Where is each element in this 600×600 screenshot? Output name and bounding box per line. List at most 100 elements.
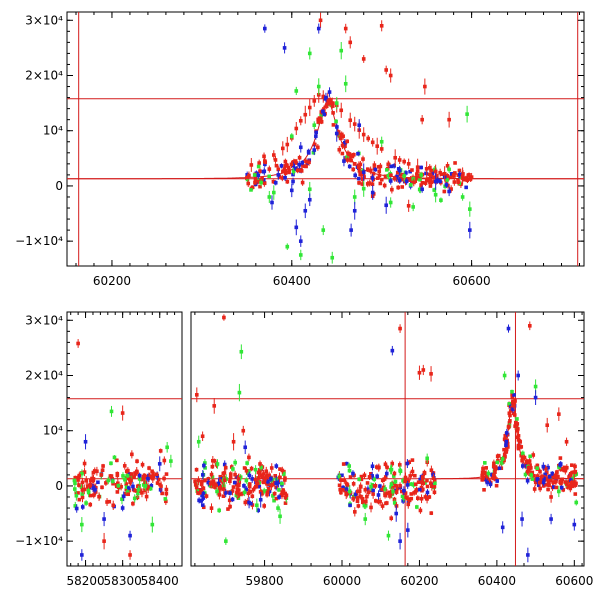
bottom-baseline-point [234,493,239,498]
top-data-point-green [334,101,339,105]
bottom-data-point-red [429,372,433,376]
bottom-baseline-point [124,487,129,492]
bottom-event-point [558,479,563,484]
bottom-event-point [504,447,509,452]
top-data-point-red [339,108,344,113]
bottom-baseline-point [429,481,433,485]
bottom-baseline-point [359,474,364,479]
top-data-point [322,112,327,117]
top-data-point [306,149,311,154]
bottom-baseline-point [356,489,360,494]
bottom-event-point [527,459,532,463]
top-data-point [261,169,266,174]
top-data-point [273,158,278,162]
bottom-data-point-red [527,324,532,328]
bottom-baseline-point [383,475,388,479]
bottom-baseline-point [200,503,205,507]
top-data-point [466,173,471,178]
bottom-event-point [564,466,568,470]
bottom-event-point [480,478,485,482]
bottom-baseline-point [124,469,129,474]
top-data-point [427,166,432,170]
bottom-event-point [570,470,575,475]
bottom-data-point-green [196,439,201,444]
top-data-point [388,179,393,183]
top-data-point [322,107,326,111]
top-data-point-blue [312,148,317,152]
top-data-point-green [330,255,335,260]
bottom-data-point-blue [390,348,395,353]
bottom-baseline-point [82,487,87,492]
top-data-point-red [249,163,254,167]
bottom-event-point [485,480,489,485]
bottom-data-point-red [195,393,199,397]
bottom-baseline-point [79,485,84,489]
bottom-event-point [510,389,514,394]
bottom-baseline-point [371,492,375,496]
bottom-data-point-blue [120,506,125,510]
top-data-point [334,119,338,124]
bottom-baseline-point [201,486,206,490]
bottom-baseline-point [256,508,261,513]
bottom-data-point-blue [549,517,553,521]
top-data-point-red [375,144,379,148]
bottom-data-point-red [572,470,577,474]
top-data-point-red [272,153,276,157]
top-data-point [284,163,289,167]
top-data-point [365,182,370,186]
bottom-baseline-point [382,477,387,481]
bottom-baseline-point [375,474,379,479]
bottom-baseline-point [344,487,349,492]
bottom-baseline-point [124,482,129,486]
y-tick-label-1: 0 [55,479,63,493]
y-tick-label-2: 10⁴ [43,124,63,138]
bottom-baseline-point [132,496,137,501]
top-data-point [339,132,344,137]
top-data-point [321,109,325,114]
bottom-baseline-point [351,496,355,501]
bottom-event-point [520,453,524,458]
bottom-event-point [521,464,525,468]
bottom-data-point-red [76,341,80,346]
top-panel-model-curve [67,100,584,180]
top-data-point [295,168,300,173]
bottom-baseline-point [431,476,436,481]
bottom-baseline-point [203,466,207,470]
bottom-data-point-green [398,468,402,473]
top-data-point [372,163,377,167]
top-data-point [314,130,318,135]
bottom-event-point [504,431,509,435]
bottom-baseline-point [125,490,130,494]
bottom-baseline-point [74,493,79,498]
top-data-point [419,183,423,187]
bottom-baseline-point [261,480,266,485]
bottom-x-tick-label-1: 58300 [104,574,142,588]
top-data-point [302,164,306,168]
top-data-point [408,183,413,187]
bottom-event-point [560,477,565,482]
top-data-point [404,179,409,184]
bottom-baseline-point [217,493,222,497]
bottom-baseline-point [251,487,256,492]
bottom-data-point-green [150,522,155,527]
bottom-baseline-point [211,479,215,484]
bottom-baseline-point [221,487,226,491]
top-data-point [297,155,302,160]
top-data-point [378,164,383,169]
bottom-data-point-green [574,500,579,505]
bottom-baseline-point [201,496,206,500]
bottom-event-point [550,471,555,476]
top-data-point [357,181,361,185]
bottom-x-tick-label-6: 60400 [478,574,516,588]
bottom-event-point [484,466,488,470]
bottom-baseline-point [204,494,209,498]
top-data-point [453,171,457,175]
top-data-point-red [325,97,330,102]
bottom-panel-data-points [72,314,579,563]
bottom-baseline-point [353,492,358,497]
bottom-data-point-red [222,315,226,320]
top-data-point [338,136,343,141]
bottom-event-point [554,479,558,484]
bottom-baseline-point [151,476,155,481]
bottom-event-point [500,461,504,465]
